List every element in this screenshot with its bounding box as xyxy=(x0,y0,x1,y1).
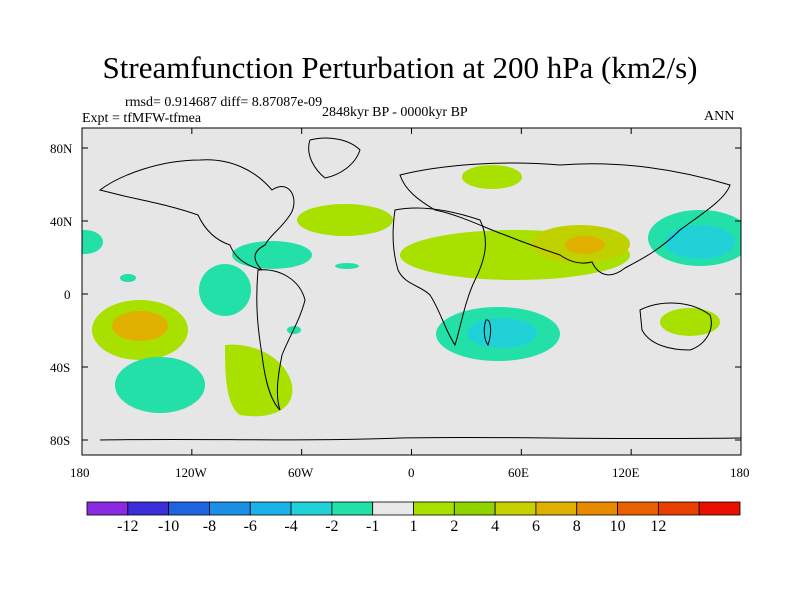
lon-tick-label: 60W xyxy=(288,465,314,480)
contour-south-pacific-peak xyxy=(112,311,168,341)
colorbar-label: 4 xyxy=(491,518,500,535)
contour-north-pacific-core xyxy=(665,225,735,259)
stats-text: rmsd= 0.914687 diff= 8.87087e-09 xyxy=(125,95,323,110)
experiment-label: Expt = tfMFW-tfmea xyxy=(82,111,202,126)
colorbar-swatch xyxy=(209,501,251,516)
contour-small-tropical-atlantic xyxy=(335,263,359,269)
lon-tick-label: 60E xyxy=(508,465,529,480)
lat-tick-label: 0 xyxy=(64,287,71,302)
lon-tick-label: 120W xyxy=(175,465,207,480)
colorbar-label: -12 xyxy=(117,518,139,535)
colorbar-label: 8 xyxy=(572,518,581,535)
contour-east-pacific xyxy=(199,264,251,316)
contour-small-pacific xyxy=(120,274,136,282)
colorbar-swatch xyxy=(290,501,333,516)
madagascar-coast xyxy=(483,319,492,347)
map-field xyxy=(82,128,741,455)
antarctica-coast xyxy=(99,436,741,441)
contour-eurasia xyxy=(462,165,522,189)
period-label: 2848kyr BP - 0000kyr BP xyxy=(322,105,468,120)
axis-ticks xyxy=(81,128,742,455)
contour-patagonia xyxy=(225,344,293,417)
colorbar-swatch xyxy=(576,501,618,516)
contour-southeast-pacific xyxy=(115,357,205,413)
colorbar-swatch xyxy=(127,501,170,516)
africa-coast xyxy=(392,207,486,347)
colorbar-label: 6 xyxy=(531,518,540,535)
colorbar-label: -10 xyxy=(157,518,180,535)
colorbar-swatch xyxy=(535,501,578,516)
contour-south-indian-core xyxy=(467,318,537,348)
colorbar-swatch xyxy=(657,501,700,516)
colorbar-label: -2 xyxy=(325,518,339,535)
colorbar-swatch xyxy=(168,501,210,516)
contour-caribbean xyxy=(232,241,312,269)
colorbar-swatch xyxy=(494,501,537,516)
lat-tick-label: 40N xyxy=(50,214,73,229)
lon-tick-label: 180 xyxy=(70,465,90,480)
colorbar-label: -8 xyxy=(202,518,217,535)
colorbar-swatch xyxy=(617,501,659,516)
eurasia-coast xyxy=(399,162,731,276)
contour-india-peak xyxy=(565,236,605,254)
lat-tick-label: 80S xyxy=(50,433,71,448)
australia-coast xyxy=(639,302,712,351)
lat-tick-label: 40S xyxy=(50,360,71,375)
colorbar-swatch xyxy=(372,501,414,516)
colorbar-swatch xyxy=(413,501,455,516)
season-label: ANN xyxy=(704,109,735,124)
colorbar-label: -6 xyxy=(243,518,257,535)
colorbar-label: -4 xyxy=(284,518,298,535)
colorbar-swatch xyxy=(331,501,374,516)
lat-tick-label: 80N xyxy=(50,141,73,156)
contour-small-atlantic xyxy=(287,326,301,334)
colorbar-label: 10 xyxy=(609,518,626,535)
contour-north-atlantic xyxy=(297,204,393,236)
south-america-coast xyxy=(256,269,306,411)
lon-tick-label: 180 xyxy=(730,465,750,480)
contour-dateline-north xyxy=(82,230,103,254)
colorbar-label: -1 xyxy=(366,518,380,535)
north-america-coast xyxy=(98,159,295,271)
colorbar-label: 1 xyxy=(409,518,418,535)
lon-tick-label: 0 xyxy=(408,465,415,480)
contour-australia xyxy=(660,308,720,336)
colorbar-swatch xyxy=(249,501,292,516)
colorbar xyxy=(86,501,741,516)
colorbar-label: 12 xyxy=(650,518,667,535)
colorbar-label: 2 xyxy=(450,518,459,535)
colorbar-swatch xyxy=(698,501,741,516)
coastlines xyxy=(98,137,741,441)
greenland-coast xyxy=(308,137,361,179)
lon-tick-label: 120E xyxy=(612,465,640,480)
colorbar-swatch xyxy=(86,501,129,516)
plot-title: Streamfunction Perturbation at 200 hPa (… xyxy=(102,50,698,85)
colorbar-swatch xyxy=(453,501,496,516)
